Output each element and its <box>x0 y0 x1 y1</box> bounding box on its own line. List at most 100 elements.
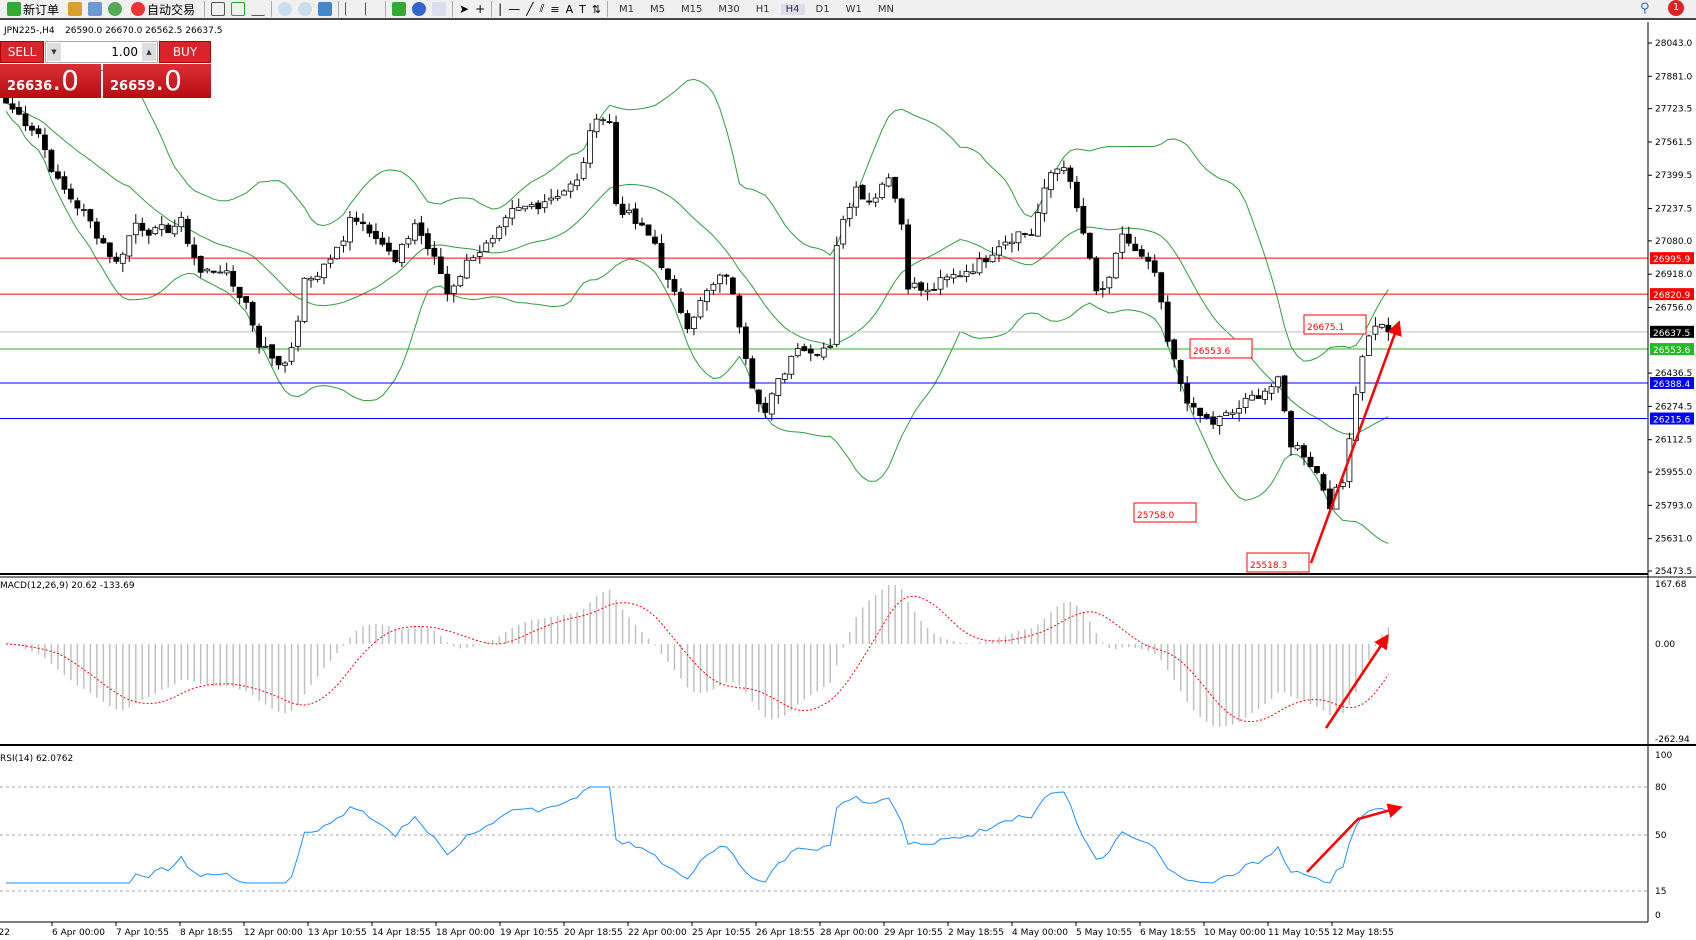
candle-body <box>587 130 593 164</box>
level-price-tag <box>1650 412 1694 425</box>
candle-body <box>9 103 16 110</box>
signals-icon[interactable] <box>108 2 123 16</box>
candle-body <box>373 230 379 240</box>
macd-title: MACD(12,26,9) 20.62 -133.69 <box>0 581 135 591</box>
timeframe-mn[interactable]: MN <box>877 3 894 15</box>
lot-decrease-icon[interactable]: ▼ <box>47 43 61 61</box>
price-annotation-box <box>1189 338 1253 359</box>
buy-button[interactable]: BUY <box>159 41 211 63</box>
metaeditor-icon[interactable] <box>68 2 83 16</box>
candle-body <box>749 358 756 389</box>
candle-body <box>191 244 198 258</box>
separator <box>271 1 273 17</box>
new-order-label: 新订单 <box>23 2 60 17</box>
candle-body <box>139 222 146 231</box>
one-click-trading-panel: SELL ▼ 1.00 ▲ BUY 26636.0 26659.0 <box>0 41 211 98</box>
timeframe-m5[interactable]: M5 <box>650 3 666 15</box>
candle-body <box>269 344 275 359</box>
separator <box>491 1 493 17</box>
candle-body <box>879 183 886 198</box>
timeframe-m30[interactable]: M30 <box>718 3 740 15</box>
arrows-icon[interactable]: ⇅ <box>591 2 602 16</box>
trendline-icon[interactable]: ╱ <box>526 2 534 16</box>
tile-windows-icon[interactable] <box>318 2 333 16</box>
fibonacci-icon[interactable]: ≡ <box>550 2 560 16</box>
candle-body <box>1073 181 1080 209</box>
price-axis: 26995.9 26820.9 26553.6 26388.4 26215.6 28043… <box>1648 39 1694 921</box>
indicators-icon[interactable] <box>392 2 407 16</box>
notification-badge[interactable]: 1 <box>1668 0 1684 16</box>
new-order-button[interactable]: 新订单 <box>4 0 62 18</box>
autoscroll-icon[interactable] <box>345 2 359 16</box>
price-tick-label: 27723.5 <box>1655 105 1692 115</box>
sell-price-main: 26636 <box>7 79 53 94</box>
candle-body <box>1112 252 1119 279</box>
zoom-out-icon[interactable] <box>298 2 313 16</box>
candle-body <box>866 200 873 203</box>
candle-body <box>1210 416 1217 425</box>
zoom-in-icon[interactable] <box>278 2 293 16</box>
candle-body <box>483 242 490 253</box>
candle-body <box>418 222 425 236</box>
rsi-pane <box>0 786 1648 892</box>
candle-body <box>1294 445 1301 450</box>
candle-body <box>1009 241 1015 245</box>
chart-shift-icon[interactable] <box>365 2 379 16</box>
price-annotation: 25758.0 <box>1137 511 1174 521</box>
candle-body <box>1080 206 1087 234</box>
text-label-icon[interactable]: T <box>579 2 586 16</box>
candle-body <box>983 258 989 263</box>
time-tick-label: 4 May 00:00 <box>1012 928 1068 938</box>
price-tick-label: 27881.0 <box>1655 72 1692 82</box>
candle-body <box>697 300 704 318</box>
timeframe-h1[interactable]: H1 <box>755 3 770 15</box>
candle-body <box>736 295 743 328</box>
lot-increase-icon[interactable]: ▲ <box>142 43 156 61</box>
auto-trading-button[interactable]: 自动交易 <box>128 0 198 18</box>
lot-value[interactable]: 1.00 <box>111 45 138 59</box>
crosshair-icon[interactable]: + <box>475 2 486 16</box>
periods-icon[interactable] <box>412 2 427 16</box>
candle-body <box>905 224 912 290</box>
chart-ohlc: 26590.0 26670.0 26562.5 26637.5 <box>65 26 222 36</box>
candle-body <box>197 255 204 273</box>
candlestick-icon[interactable] <box>231 2 246 16</box>
rsi-tick-label: 0 <box>1655 911 1661 921</box>
time-tick-label: 19 Apr 10:55 <box>500 928 559 938</box>
price-annotation: 25518.3 <box>1250 561 1287 571</box>
buy-price-button[interactable]: 26659.0 <box>103 64 211 98</box>
templates-icon[interactable] <box>432 2 447 16</box>
line-chart-icon[interactable] <box>251 2 266 16</box>
price-tick-label: 26756.0 <box>1655 303 1692 313</box>
level-price-label: 26553.6 <box>1653 346 1690 356</box>
sell-price-button[interactable]: 26636.0 <box>0 64 101 98</box>
search-icon[interactable]: ⚲ <box>1640 1 1650 16</box>
candle-body <box>937 277 944 290</box>
time-tick-label: 7 Apr 10:55 <box>116 928 169 938</box>
time-tick-label: 18 Apr 00:00 <box>436 928 495 938</box>
separator <box>338 1 340 17</box>
timeframe-m15[interactable]: M15 <box>681 3 703 15</box>
candle-body <box>606 121 613 123</box>
text-icon[interactable]: A <box>565 2 574 16</box>
candle-body <box>645 224 652 236</box>
bar-chart-icon[interactable] <box>211 2 226 16</box>
timeframe-d1[interactable]: D1 <box>815 3 830 15</box>
vertical-line-icon[interactable]: | <box>498 2 503 16</box>
lot-size-input[interactable]: ▼ 1.00 ▲ <box>45 41 158 63</box>
horizontal-line-icon[interactable]: — <box>508 2 521 16</box>
timeframe-w1[interactable]: W1 <box>845 3 862 15</box>
cursor-icon[interactable]: ➤ <box>459 2 470 16</box>
candle-body <box>1190 403 1197 408</box>
timeframe-h4[interactable]: H4 <box>780 3 805 15</box>
separator <box>204 1 206 17</box>
candle-body <box>360 221 366 225</box>
equidistant-channel-icon[interactable]: ⫽ <box>539 2 545 15</box>
candle-body <box>308 277 314 281</box>
candle-body <box>1119 233 1126 253</box>
timeframe-m1[interactable]: M1 <box>619 3 635 15</box>
market-icon[interactable] <box>88 2 103 16</box>
sell-button[interactable]: SELL <box>0 41 44 63</box>
candle-body <box>1229 412 1236 415</box>
